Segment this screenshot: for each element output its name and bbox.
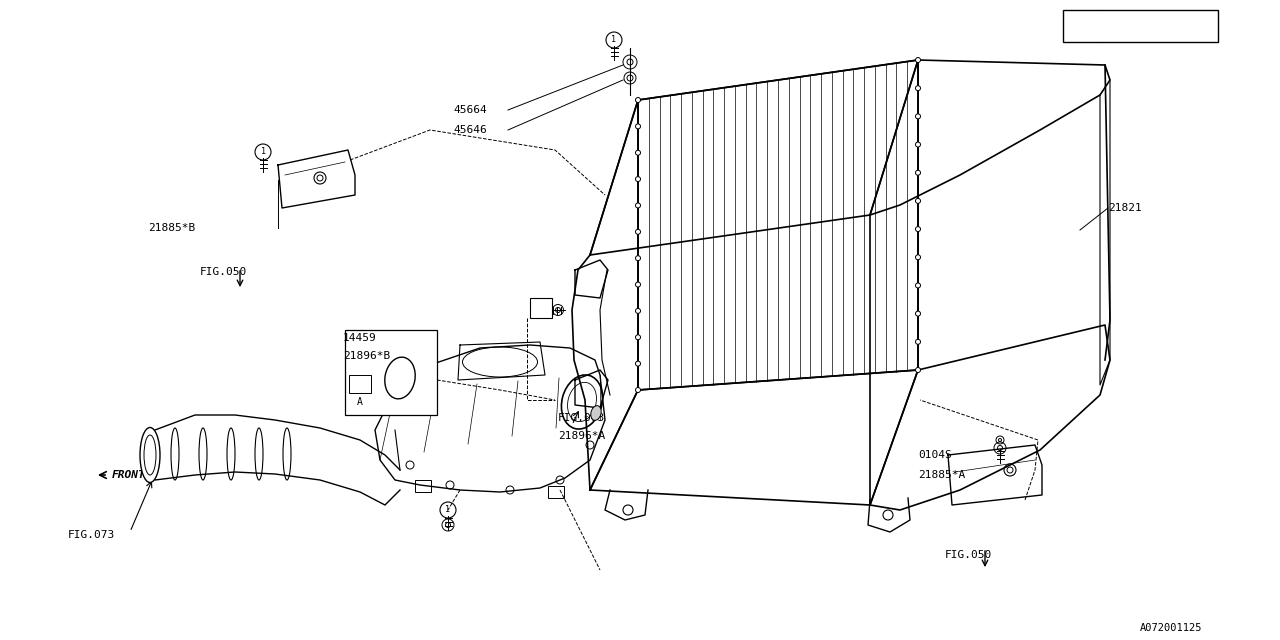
Circle shape	[915, 227, 920, 232]
Text: 45646: 45646	[453, 125, 486, 135]
Text: 1: 1	[612, 35, 617, 45]
Text: FIG.050: FIG.050	[200, 267, 247, 277]
Circle shape	[915, 311, 920, 316]
Circle shape	[915, 367, 920, 372]
Ellipse shape	[140, 428, 160, 483]
Text: A072001125: A072001125	[1140, 623, 1202, 633]
Text: FIG.073: FIG.073	[68, 530, 115, 540]
Circle shape	[635, 97, 640, 102]
Circle shape	[635, 203, 640, 208]
Circle shape	[915, 58, 920, 63]
Circle shape	[635, 361, 640, 366]
Text: A: A	[357, 397, 364, 407]
Text: 21885*A: 21885*A	[918, 470, 965, 480]
Text: 1: 1	[543, 305, 548, 314]
Text: 1: 1	[1079, 22, 1084, 31]
Circle shape	[915, 86, 920, 91]
Circle shape	[635, 150, 640, 156]
Bar	[1062, 10, 1219, 42]
Circle shape	[915, 114, 920, 119]
Circle shape	[915, 170, 920, 175]
Bar	[530, 298, 552, 318]
Text: FRONT: FRONT	[113, 470, 146, 480]
Circle shape	[635, 256, 640, 260]
Text: FIG.063: FIG.063	[558, 413, 605, 423]
Circle shape	[635, 124, 640, 129]
Text: 21885*B: 21885*B	[148, 223, 196, 233]
Text: 1: 1	[261, 147, 265, 157]
Text: 21896*A: 21896*A	[558, 431, 605, 441]
Circle shape	[635, 229, 640, 234]
Circle shape	[915, 283, 920, 288]
Circle shape	[915, 255, 920, 260]
Text: 0104S: 0104S	[918, 450, 952, 460]
Ellipse shape	[591, 406, 602, 420]
Circle shape	[635, 282, 640, 287]
Text: 21821: 21821	[1108, 203, 1142, 213]
Circle shape	[635, 335, 640, 340]
Text: 14459: 14459	[343, 333, 376, 343]
Bar	[415, 480, 431, 492]
Text: FIG.050: FIG.050	[945, 550, 992, 560]
Circle shape	[635, 387, 640, 392]
Circle shape	[915, 142, 920, 147]
Bar	[548, 486, 564, 498]
Text: 45664: 45664	[453, 105, 486, 115]
Text: 0101S: 0101S	[1107, 19, 1144, 33]
Circle shape	[915, 339, 920, 344]
Text: 21896*B: 21896*B	[343, 351, 390, 361]
Text: 1: 1	[445, 506, 451, 515]
Circle shape	[635, 308, 640, 314]
Text: A: A	[538, 303, 544, 313]
Circle shape	[915, 198, 920, 204]
Bar	[349, 375, 371, 393]
Bar	[346, 330, 436, 415]
Circle shape	[635, 177, 640, 182]
